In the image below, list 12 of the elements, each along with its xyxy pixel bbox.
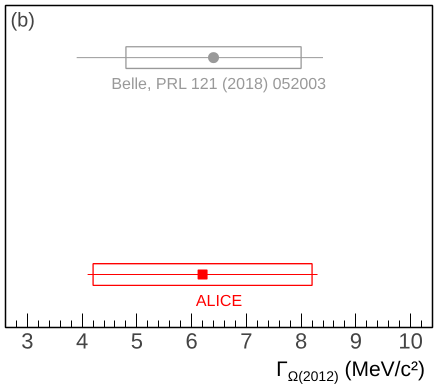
x-tick-label: 3 [21, 328, 34, 354]
chart-title: (b) [10, 10, 35, 32]
x-axis-title: Γ$_{Ω(2012)}$ (MeV/c²) [275, 357, 425, 386]
x-tick-label: 6 [186, 328, 198, 354]
x-tick-label: 5 [130, 328, 144, 354]
x-tick-label: 4 [76, 328, 88, 354]
x-tick-label: 8 [295, 328, 308, 354]
y-tick-label: Belle, PRL 121 (2018) 052003 [111, 76, 326, 94]
y-tick-label: ALICE [196, 293, 242, 310]
x-tick-label: 10 [398, 328, 423, 354]
x-tick-label: 7 [240, 328, 253, 354]
x-tick-label: 9 [350, 328, 362, 354]
